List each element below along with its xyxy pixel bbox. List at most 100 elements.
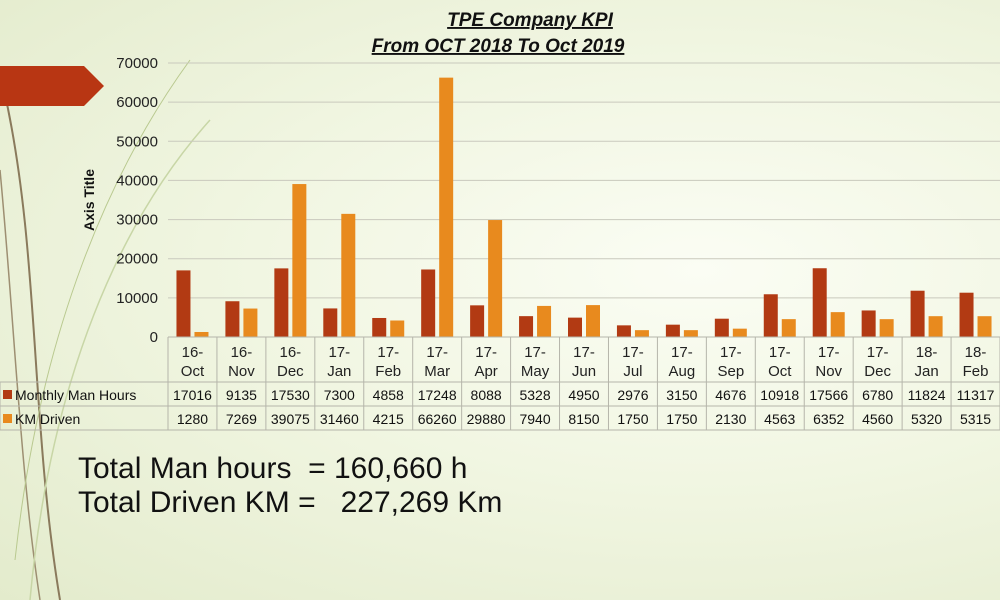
table-cell: 1750 <box>617 411 648 427</box>
table-cell: 7269 <box>226 411 257 427</box>
decorative-curve <box>29 119 211 600</box>
category-label: Feb <box>963 363 989 380</box>
bar-km-driven <box>830 312 845 337</box>
category-label: 18- <box>965 344 987 361</box>
bar-man-hours <box>470 305 485 337</box>
chart-title: TPE Company KPI <box>447 10 613 31</box>
table-cell: 5315 <box>960 411 991 427</box>
bar-km-driven <box>586 305 600 337</box>
category-label: 17- <box>426 344 448 361</box>
data-table: 16- Oct 16- Nov 16- Dec 17- Jan 17- Feb 17- Mar 17- A… <box>0 336 1000 431</box>
table-cell: 11824 <box>908 387 946 403</box>
table-cell: 4950 <box>568 387 599 403</box>
category-label: 17- <box>720 344 742 361</box>
table-cell: 4560 <box>862 411 893 427</box>
y-tick-label: 0 <box>150 329 158 346</box>
total-driven-km: Total Driven KM = 227,269 Km <box>78 486 503 519</box>
table-cell: 4563 <box>764 411 795 427</box>
category-label: Feb <box>375 363 401 380</box>
y-axis-title: Axis Title <box>81 169 97 231</box>
category-label: 17- <box>524 344 546 361</box>
category-label: 17- <box>328 344 350 361</box>
table-cell: 66260 <box>418 411 457 427</box>
table-cell: 2130 <box>715 411 746 427</box>
category-label: Oct <box>768 363 792 380</box>
bar-km-driven <box>537 305 552 337</box>
bar-km-driven <box>341 213 356 337</box>
bar-man-hours <box>274 268 289 337</box>
table-cell: 31460 <box>320 411 359 427</box>
chart-subtitle: From OCT 2018 To Oct 2019 <box>372 36 625 57</box>
bar-man-hours <box>323 308 338 337</box>
table-cell: 17530 <box>271 387 310 403</box>
bar-km-driven <box>781 319 796 337</box>
category-label: May <box>521 363 550 380</box>
bar-km-driven <box>977 316 992 337</box>
category-label: Jun <box>572 363 596 380</box>
category-label: 17- <box>377 344 399 361</box>
decorative-arrow <box>0 66 104 106</box>
bar-km-driven <box>488 220 503 337</box>
legend-key-man-hours <box>3 390 12 399</box>
category-label: Nov <box>228 363 255 380</box>
table-cell: 4215 <box>373 411 404 427</box>
category-label: 17- <box>573 344 595 361</box>
table-cell: 39075 <box>271 411 310 427</box>
category-label: Dec <box>864 363 891 380</box>
category-label: Nov <box>815 363 842 380</box>
decorative-curve <box>14 59 191 561</box>
category-label: 16- <box>182 344 204 361</box>
category-label: 16- <box>231 344 253 361</box>
y-axis-ticks: 0 10000 20000 30000 40000 50000 60000 70000 <box>116 55 158 346</box>
bar-km-driven <box>194 331 209 337</box>
category-label: Jul <box>623 363 642 380</box>
table-cell: 10918 <box>760 387 799 403</box>
table-cell: 3150 <box>666 387 697 403</box>
category-label: 17- <box>769 344 791 361</box>
table-cell: 2976 <box>617 387 648 403</box>
bar-man-hours <box>714 318 729 337</box>
bar-km-driven <box>928 316 943 337</box>
category-label: Mar <box>424 363 450 380</box>
bar-man-hours <box>812 268 827 337</box>
bar-man-hours <box>176 270 191 337</box>
bar-man-hours <box>519 316 534 337</box>
y-tick-label: 20000 <box>116 251 158 268</box>
bar-man-hours <box>959 292 974 337</box>
table-cell: 8088 <box>471 387 502 403</box>
bar-man-hours <box>372 317 387 337</box>
y-tick-label: 30000 <box>116 212 158 229</box>
bar-km-driven <box>732 328 747 337</box>
y-tick-label: 50000 <box>116 133 158 150</box>
bar-man-hours <box>861 310 876 337</box>
table-cell: 11317 <box>957 387 995 403</box>
category-label: 16- <box>280 344 302 361</box>
totals-block: Total Man hours = 160,660 h Total Driven … <box>78 452 502 520</box>
total-man-hours: Total Man hours = 160,660 h <box>78 452 468 485</box>
legend-key-km-driven <box>3 414 12 423</box>
table-cell: 8150 <box>568 411 599 427</box>
category-label: Apr <box>474 363 497 380</box>
y-tick-label: 60000 <box>116 94 158 111</box>
category-label: 17- <box>475 344 497 361</box>
bar-man-hours <box>568 317 582 337</box>
y-tick-label: 70000 <box>116 55 158 72</box>
category-label: 17- <box>622 344 644 361</box>
table-cell: 7300 <box>324 387 355 403</box>
legend-label: Monthly Man Hours <box>15 387 136 403</box>
bar-man-hours <box>421 269 436 337</box>
category-label: Jan <box>914 363 938 380</box>
table-cell: 9135 <box>226 387 257 403</box>
category-label: 18- <box>916 344 938 361</box>
bar-km-driven <box>879 319 894 337</box>
category-label: 17- <box>818 344 840 361</box>
bar-km-driven <box>390 320 405 337</box>
decorative-curve <box>3 89 61 600</box>
category-label: Dec <box>277 363 304 380</box>
category-label: Oct <box>181 363 205 380</box>
y-tick-label: 10000 <box>116 290 158 307</box>
category-label: Aug <box>669 363 696 380</box>
y-tick-label: 40000 <box>116 172 158 189</box>
table-cell: 17016 <box>173 387 212 403</box>
